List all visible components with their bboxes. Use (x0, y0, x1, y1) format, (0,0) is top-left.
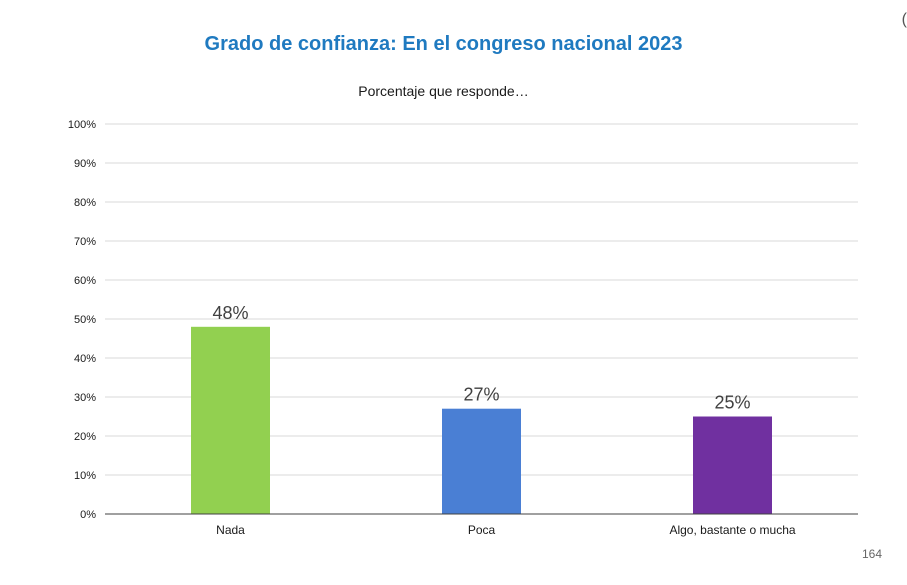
y-tick-label: 70% (74, 236, 96, 248)
y-tick-label: 60% (74, 275, 96, 287)
y-tick-label: 90% (74, 158, 96, 170)
category-label: Algo, bastante o mucha (669, 523, 795, 537)
y-tick-label: 0% (80, 509, 96, 521)
category-label: Nada (216, 523, 245, 537)
y-tick-label: 10% (74, 470, 96, 482)
y-tick-label: 40% (74, 353, 96, 365)
y-tick-label: 20% (74, 431, 96, 443)
x-axis-categories: Nada Poca Algo, bastante o mucha (216, 523, 796, 537)
data-labels: 48% 27% 25% (212, 303, 750, 413)
chart-subtitle: Porcentaje que responde… (358, 83, 529, 99)
y-tick-label: 50% (74, 314, 96, 326)
chart-title: Grado de confianza: En el congreso nacio… (204, 33, 683, 55)
y-tick-label: 80% (74, 197, 96, 209)
y-tick-label: 30% (74, 392, 96, 404)
y-axis-ticks: 0% 10% 20% 30% 40% 50% 60% 70% 80% 90% 100% (68, 119, 96, 521)
data-label: 25% (714, 393, 750, 413)
bar-1 (191, 326, 270, 514)
corner-mark: ( (901, 11, 907, 28)
category-label: Poca (468, 523, 496, 537)
bars (191, 326, 772, 514)
bar-2 (442, 408, 521, 514)
data-label: 27% (463, 385, 499, 405)
y-tick-label: 100% (68, 119, 96, 131)
bar-3 (693, 416, 772, 514)
page-number: 164 (861, 547, 882, 561)
data-label: 48% (212, 303, 248, 323)
